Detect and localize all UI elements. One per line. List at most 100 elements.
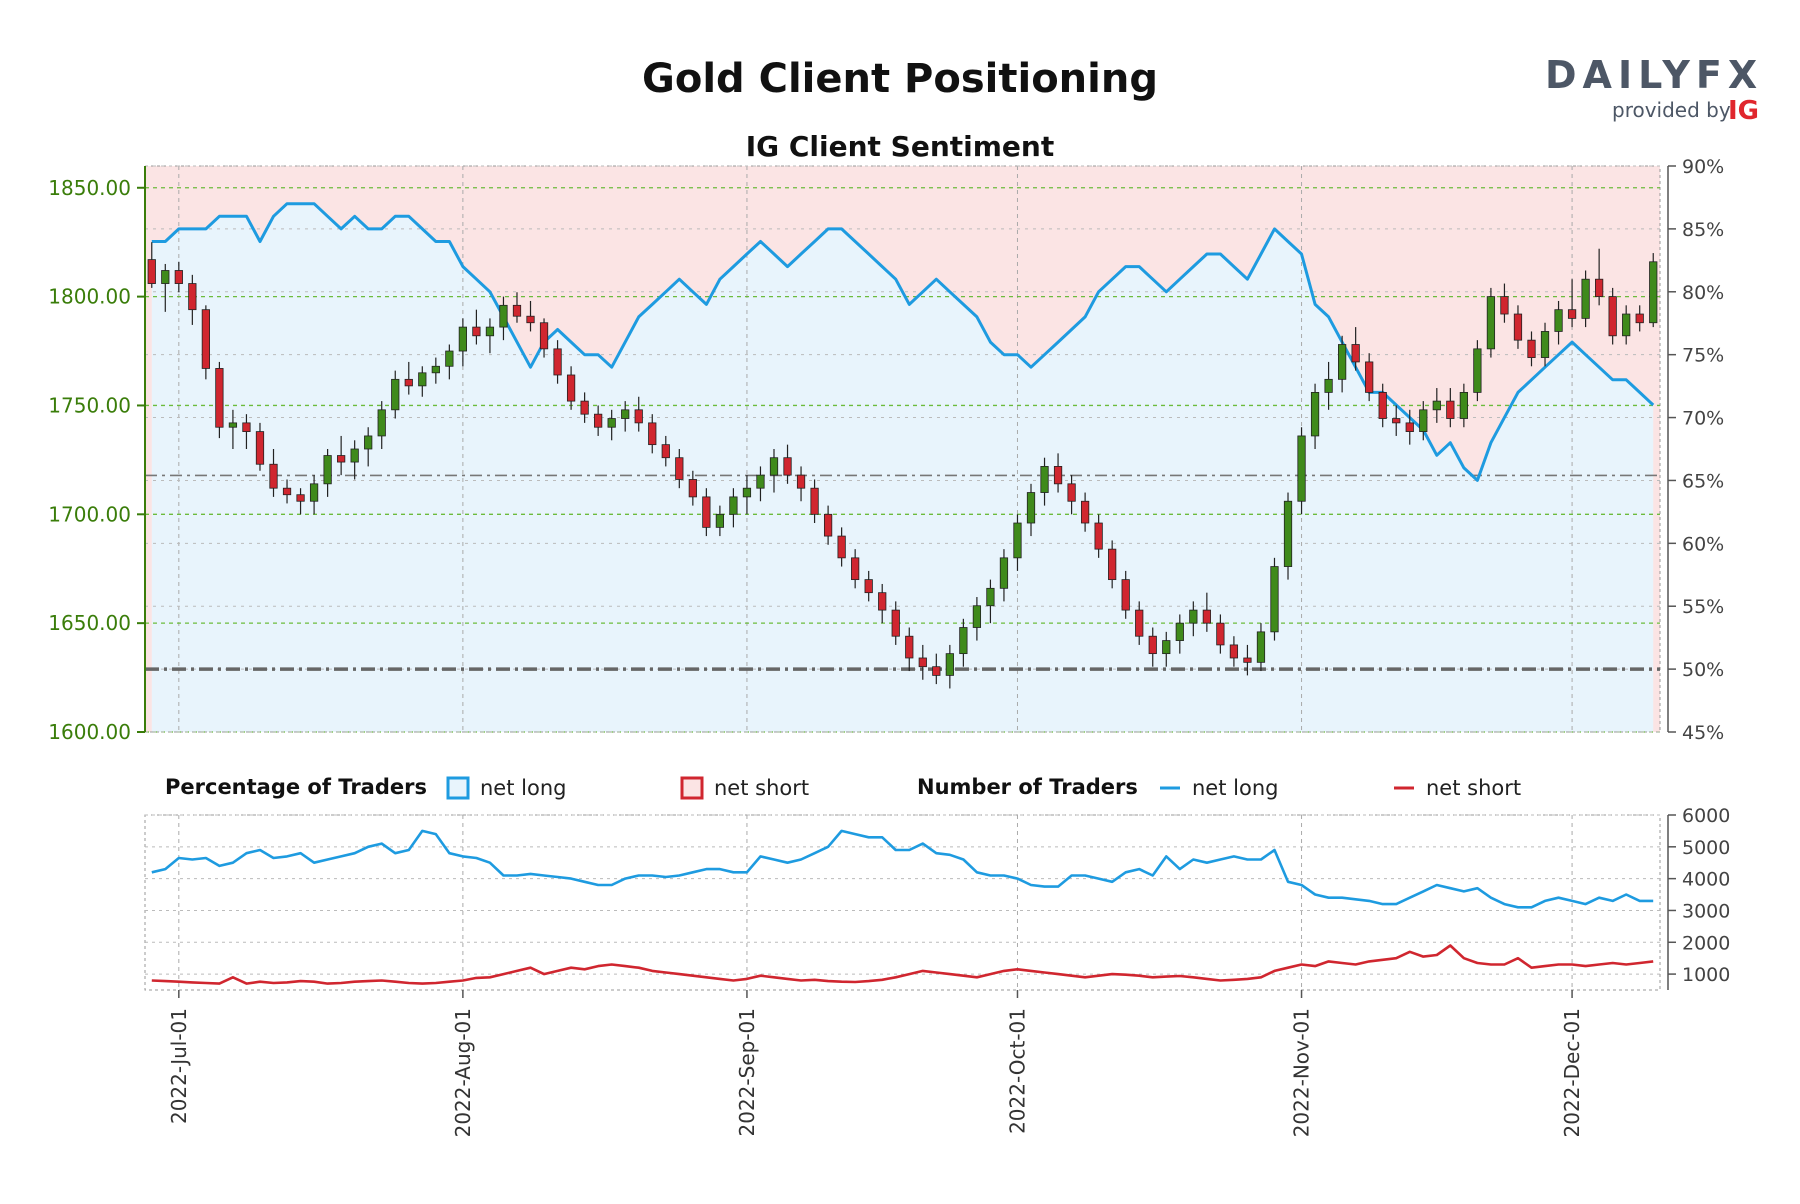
candle-15 [350, 440, 359, 480]
candle-33 [594, 405, 603, 436]
candle-41 [702, 488, 711, 537]
pct-tick-8: 85% [1682, 219, 1724, 241]
candle-0 [147, 242, 156, 288]
candle-31 [566, 366, 576, 410]
candle-72 [1121, 570, 1130, 619]
legend-percentage-title: Percentage of Traders [165, 775, 427, 799]
pct-tick-7: 80% [1682, 282, 1724, 304]
candle-40 [688, 470, 697, 506]
traders-panel-grid [144, 814, 1661, 991]
candle-71 [1108, 540, 1117, 589]
candle-84 [1283, 492, 1293, 580]
legend-net-short-line-label: net short [1426, 776, 1521, 800]
candle-107 [1595, 248, 1604, 306]
price-candles [147, 242, 1658, 689]
candle-57 [918, 644, 927, 680]
candle-88 [1338, 335, 1347, 393]
candle-87 [1324, 361, 1333, 410]
candle-68 [1067, 475, 1076, 515]
candle-8 [255, 422, 265, 471]
candle-36 [634, 396, 643, 432]
main-panel-grid [145, 165, 1660, 733]
candle-109 [1622, 305, 1631, 345]
traders-tick-5: 6000 [1682, 805, 1730, 827]
candle-44 [742, 475, 752, 515]
candle-18 [391, 370, 400, 419]
chart-subtitle: IG Client Sentiment [746, 130, 1055, 163]
pct-tick-3: 60% [1682, 533, 1724, 555]
legend-net-short-box [680, 776, 704, 800]
candle-74 [1148, 627, 1157, 667]
candle-32 [580, 392, 589, 423]
candle-10 [282, 479, 292, 504]
candle-59 [945, 644, 954, 689]
candle-4 [201, 305, 210, 380]
candle-29 [539, 318, 549, 358]
chart-title: Gold Client Positioning [642, 56, 1158, 102]
x-tick-1: 2022-Aug-01 [451, 1008, 475, 1137]
candle-43 [729, 488, 738, 528]
candle-101 [1513, 305, 1523, 349]
candle-90 [1365, 353, 1374, 402]
pct-tick-1: 50% [1682, 659, 1724, 681]
candle-30 [553, 340, 562, 384]
x-axis-labels: 2022-Jul-01 2022-Aug-01 2022-Sep-01 2022-Oc… [167, 990, 1584, 1137]
candle-52 [851, 549, 860, 589]
candle-65 [1026, 483, 1036, 537]
candle-56 [905, 627, 914, 672]
candle-39 [675, 449, 684, 489]
candle-21 [431, 357, 440, 384]
candle-81 [1243, 644, 1252, 676]
candle-25 [485, 318, 495, 354]
pct-tick-4: 65% [1682, 470, 1724, 492]
candle-28 [526, 300, 535, 332]
candle-2 [174, 261, 183, 293]
price-tick-5: 1850.00 [48, 176, 131, 200]
candle-78 [1202, 592, 1211, 632]
x-tick-3: 2022-Oct-01 [1005, 1008, 1029, 1134]
candle-61 [972, 597, 982, 641]
candle-26 [499, 296, 508, 341]
pct-tick-0: 45% [1682, 722, 1724, 744]
candle-70 [1094, 514, 1103, 558]
pct-tick-9: 90% [1682, 156, 1724, 178]
candle-89 [1351, 327, 1360, 371]
candle-96 [1446, 388, 1455, 428]
candle-108 [1608, 287, 1617, 345]
candle-75 [1162, 631, 1171, 667]
candle-79 [1216, 614, 1225, 654]
legend: Percentage of Traders net long net short… [165, 775, 1521, 800]
candle-100 [1500, 283, 1509, 323]
candle-85 [1297, 427, 1306, 515]
price-tick-0: 1600.00 [48, 720, 131, 744]
candle-11 [296, 488, 305, 515]
candle-76 [1175, 614, 1184, 654]
candle-49 [810, 479, 819, 524]
legend-net-long-line-label: net long [1192, 776, 1278, 800]
candle-53 [864, 570, 873, 602]
candle-12 [309, 475, 319, 515]
candle-16 [364, 427, 373, 467]
candle-51 [837, 527, 846, 567]
price-tick-1: 1650.00 [48, 611, 131, 635]
candle-102 [1527, 331, 1536, 367]
candle-67 [1053, 453, 1063, 493]
traders-tick-1: 2000 [1682, 932, 1730, 954]
net-long-pct-line [151, 202, 1655, 482]
traders-panel-axes: 1000 2000 3000 4000 5000 6000 [1667, 805, 1730, 990]
candle-66 [1040, 457, 1049, 506]
candle-3 [188, 274, 197, 325]
ig-logo-text: IG [1728, 96, 1759, 126]
candle-97 [1459, 383, 1468, 428]
candle-63 [999, 549, 1009, 602]
traders-tick-3: 4000 [1682, 869, 1730, 891]
candle-86 [1310, 383, 1320, 449]
candle-50 [823, 505, 833, 545]
candle-82 [1256, 623, 1266, 672]
legend-net-short-box-label: net short [714, 776, 809, 800]
candle-14 [337, 435, 346, 476]
candle-45 [756, 466, 765, 502]
candle-77 [1189, 601, 1198, 637]
